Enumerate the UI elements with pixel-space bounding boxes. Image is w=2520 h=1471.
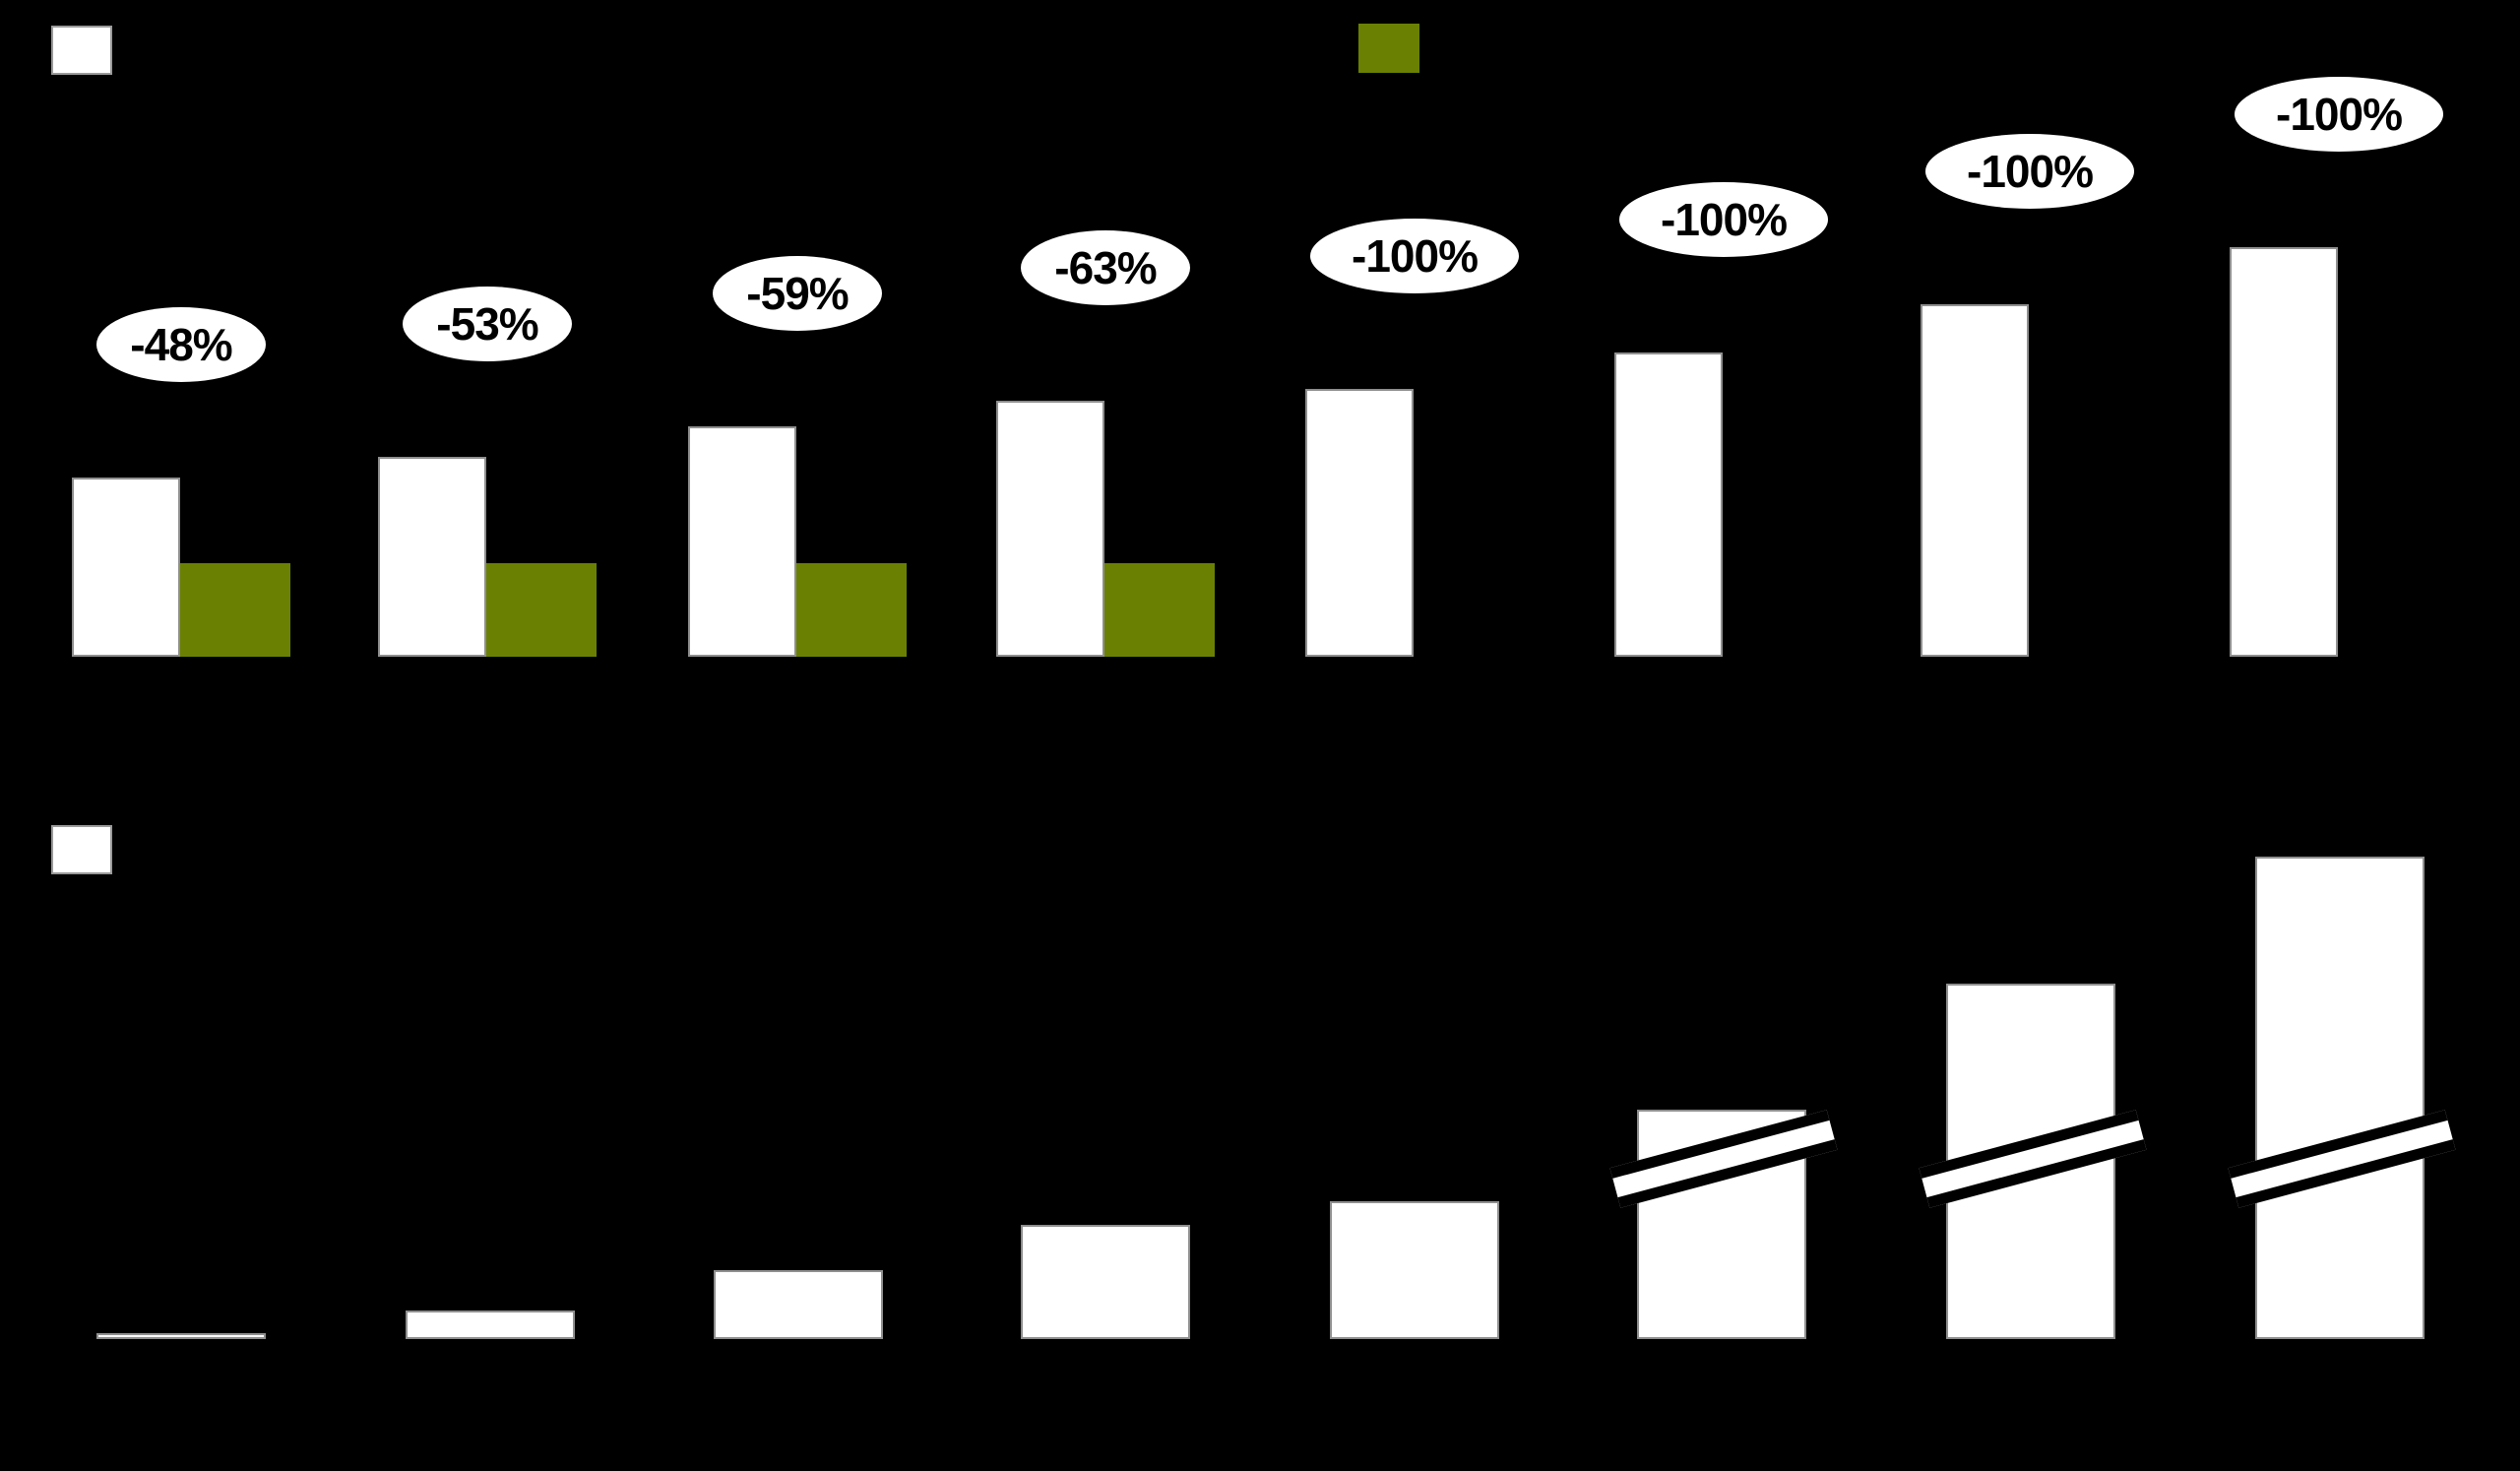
top-olive-bar-3 — [796, 563, 907, 657]
top-legend-olive-swatch — [1358, 24, 1419, 73]
top-white-bar-1 — [72, 478, 180, 657]
reduction-label-4: -63% — [1021, 230, 1190, 305]
bottom-white-bar-3 — [714, 1270, 883, 1339]
top-white-bar-3 — [688, 426, 796, 657]
top-white-bar-7 — [1921, 304, 2029, 657]
axis-break-mark — [1609, 1110, 1838, 1208]
bottom-white-bar-7 — [1919, 984, 2147, 1339]
top-white-bar-8 — [2230, 247, 2338, 657]
axis-break-mark — [1919, 1110, 2147, 1208]
top-white-bar-6 — [1614, 352, 1723, 657]
reduction-label-6: -100% — [1619, 182, 1828, 257]
bottom-legend-white-swatch — [51, 825, 112, 874]
axis-break-mark — [2228, 1110, 2456, 1208]
bottom-white-bar-6 — [1609, 1110, 1838, 1339]
top-olive-bar-1 — [180, 563, 290, 657]
bottom-white-bar-4 — [1021, 1225, 1190, 1339]
top-white-bar-4 — [996, 401, 1104, 657]
top-white-bar-2 — [378, 457, 486, 657]
reduction-label-5: -100% — [1310, 219, 1519, 293]
bottom-white-bar-8 — [2228, 857, 2456, 1339]
bottom-white-bar-1 — [96, 1333, 266, 1339]
reduction-label-8: -100% — [2235, 77, 2443, 152]
top-white-bar-5 — [1305, 389, 1414, 657]
reduction-label-3: -59% — [713, 256, 882, 331]
reduction-label-1: -48% — [96, 307, 266, 382]
top-olive-bar-2 — [486, 563, 597, 657]
top-legend-white-swatch — [51, 26, 112, 75]
top-olive-bar-4 — [1104, 563, 1215, 657]
reduction-label-2: -53% — [403, 287, 572, 361]
bottom-white-bar-2 — [406, 1311, 575, 1339]
reduction-label-7: -100% — [1925, 134, 2134, 209]
bottom-white-bar-5 — [1330, 1201, 1499, 1339]
